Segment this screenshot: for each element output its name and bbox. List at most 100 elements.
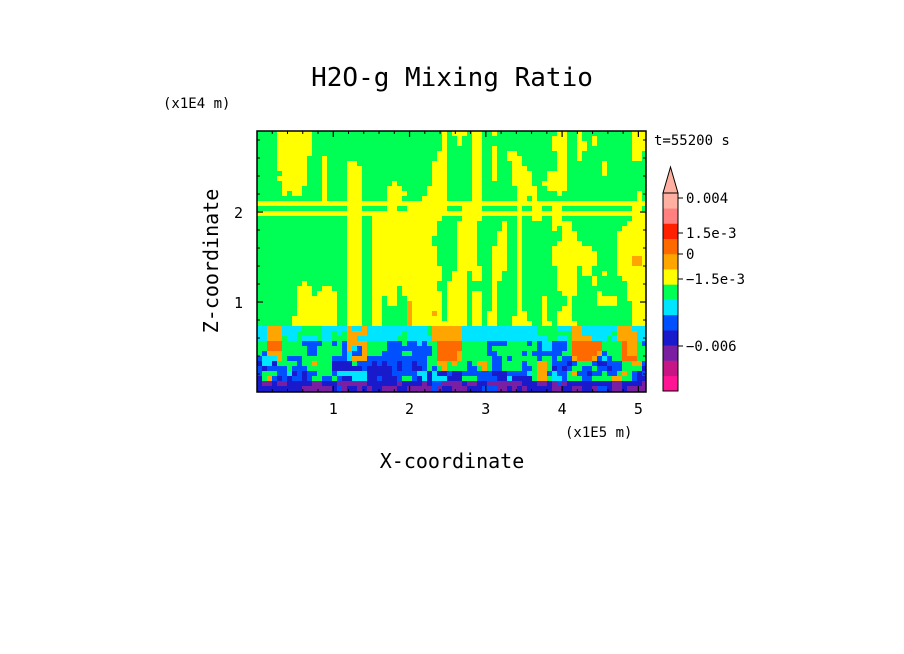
- field-cell: [482, 156, 493, 162]
- field-cell: [582, 376, 593, 382]
- field-cell: [462, 341, 488, 347]
- field-cell: [642, 256, 646, 262]
- field-cell: [607, 351, 623, 357]
- field-cell: [467, 281, 493, 287]
- field-cell: [462, 346, 488, 352]
- field-cell: [622, 366, 643, 372]
- field-cell: [557, 266, 578, 272]
- field-cell: [532, 176, 548, 182]
- field-cell: [437, 366, 443, 372]
- field-cell: [592, 336, 608, 342]
- field-cell: [292, 376, 303, 382]
- field-cell: [522, 256, 553, 262]
- field-cell: [282, 171, 308, 177]
- field-cell: [572, 221, 628, 227]
- field-cell: [447, 296, 468, 302]
- field-cell: [467, 386, 483, 392]
- field-cell: [527, 311, 543, 317]
- field-cell: [477, 361, 488, 367]
- field-cell: [597, 366, 608, 372]
- field-cell: [327, 171, 348, 177]
- field-cell: [592, 356, 598, 362]
- field-cell: [347, 356, 353, 362]
- field-cell: [592, 136, 598, 142]
- field-cell: [327, 156, 438, 162]
- field-cell: [257, 246, 348, 252]
- field-cell: [312, 136, 443, 142]
- field-cell: [617, 296, 628, 302]
- field-cell: [617, 331, 638, 337]
- field-cell: [532, 196, 538, 202]
- field-cell: [617, 231, 646, 237]
- field-cell: [497, 231, 508, 237]
- field-cell: [552, 226, 558, 232]
- field-cell: [492, 256, 508, 262]
- field-cell: [372, 251, 438, 257]
- field-cell: [607, 361, 623, 367]
- field-cell: [337, 296, 348, 302]
- field-cell: [437, 256, 458, 262]
- field-cell: [532, 366, 538, 372]
- field-cell: [517, 246, 523, 252]
- field-cell: [362, 256, 373, 262]
- field-cell: [602, 346, 623, 352]
- field-cell: [322, 336, 333, 342]
- field-cell: [637, 331, 646, 337]
- field-cell: [637, 346, 646, 352]
- field-cell: [452, 276, 468, 282]
- field-cell: [517, 276, 523, 282]
- field-cell: [572, 311, 633, 317]
- field-cell: [482, 181, 513, 187]
- field-cell: [472, 196, 483, 202]
- colorbar-label: 1.5e-3: [686, 226, 737, 242]
- field-cell: [622, 381, 643, 387]
- field-cell: [352, 376, 368, 382]
- field-cell: [442, 366, 448, 372]
- field-cell: [512, 166, 528, 172]
- field-cell: [532, 371, 538, 377]
- field-cell: [577, 236, 618, 242]
- field-cell: [297, 311, 338, 317]
- field-cell: [437, 226, 458, 232]
- field-cell: [562, 206, 633, 212]
- field-cell: [257, 241, 348, 247]
- field-cell: [537, 191, 558, 197]
- field-cell: [472, 131, 483, 137]
- field-cell: [557, 226, 563, 232]
- field-cell: [512, 316, 528, 322]
- field-cell: [257, 321, 293, 327]
- field-cell: [492, 301, 498, 307]
- field-cell: [582, 241, 618, 247]
- field-cell: [257, 356, 263, 362]
- field-cell: [607, 271, 618, 277]
- field-cell: [602, 371, 608, 377]
- field-cell: [447, 311, 468, 317]
- field-cell: [362, 226, 373, 232]
- field-cell: [637, 191, 643, 197]
- field-cell: [572, 301, 598, 307]
- field-cell: [602, 291, 628, 297]
- field-cell: [607, 336, 613, 342]
- field-cell: [552, 146, 568, 152]
- field-cell: [507, 226, 518, 232]
- field-cell: [477, 251, 493, 257]
- field-cell: [397, 286, 403, 292]
- field-cell: [472, 151, 483, 157]
- field-cell: [372, 291, 398, 297]
- field-cell: [542, 216, 553, 222]
- field-cell: [457, 261, 478, 267]
- field-cell: [382, 301, 388, 307]
- field-cell: [332, 341, 338, 347]
- field-cell: [482, 306, 493, 312]
- field-cell: [537, 361, 548, 367]
- field-cell: [257, 236, 348, 242]
- field-cell: [512, 181, 533, 187]
- field-cell: [267, 341, 283, 347]
- field-cell: [312, 151, 438, 157]
- field-cell: [472, 306, 483, 312]
- y-tick-label: 2: [234, 204, 243, 222]
- field-cell: [632, 216, 646, 222]
- field-cell: [342, 386, 348, 392]
- field-cell: [367, 331, 403, 337]
- field-cell: [257, 301, 298, 307]
